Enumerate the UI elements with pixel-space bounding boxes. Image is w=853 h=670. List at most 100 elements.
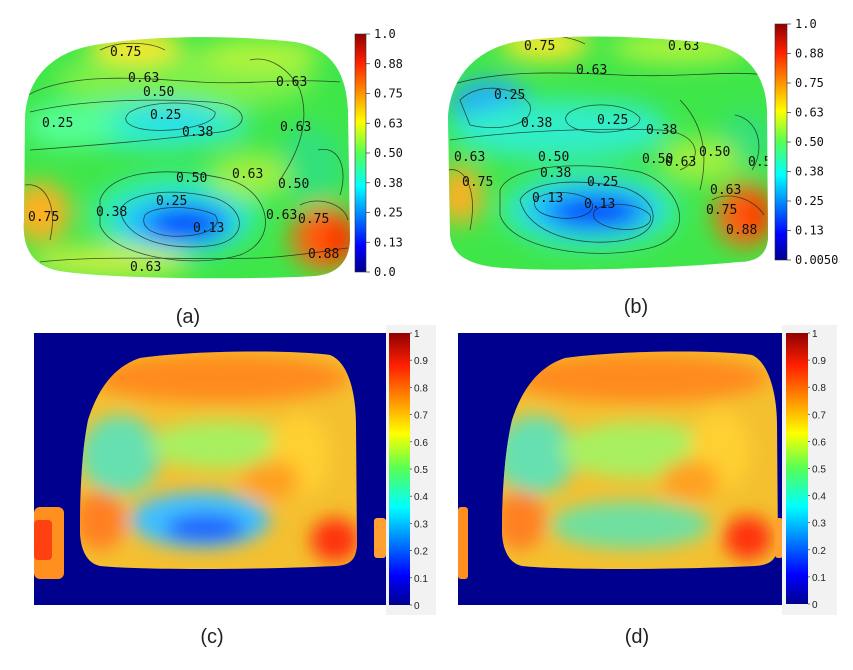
contour-label: 0.63	[232, 167, 263, 182]
contour-label: 0.5	[748, 155, 771, 170]
panel-a: 0.75 0.63 0.50 0.63 0.25 0.25 0.38 0.63 …	[23, 27, 403, 328]
colorbar-tick-label: 0.50	[374, 146, 403, 160]
colorbar-a: 1.0 0.88 0.75 0.63 0.50 0.38 0.25 0.13 0.0	[354, 27, 403, 279]
contour-label: 0.75	[524, 39, 555, 54]
colorbar-tick-label: 0.8	[812, 383, 826, 394]
contour-label: 0.75	[298, 212, 329, 227]
contour-label: 0.25	[587, 175, 618, 190]
contour-label: 0.25	[597, 113, 628, 128]
contour-label: 0.88	[308, 247, 339, 262]
colorbar-tick-label: 0.7	[812, 410, 826, 421]
contour-label: 0.75	[28, 210, 59, 225]
colorbar-tick-label: 0.88	[795, 47, 824, 61]
colorbar-tick-label: 0.88	[374, 57, 403, 71]
heatmap-c	[80, 351, 357, 569]
colorbar-b: 1.0 0.88 0.75 0.63 0.50 0.38 0.25 0.13 0.0050	[774, 17, 838, 267]
contour-label: 0.50	[143, 85, 174, 100]
contour-label: 0.13	[193, 221, 224, 236]
contour-label: 0.25	[494, 88, 525, 103]
panel-c: 1 0.9 0.8 0.7 0.6 0.5 0.4 0.3 0.2 0.1 0 (c)	[34, 325, 436, 648]
contour-label: 0.13	[584, 197, 615, 212]
contour-label: 0.63	[280, 120, 311, 135]
colorbar-c: 1 0.9 0.8 0.7 0.6 0.5 0.4 0.3 0.2 0.1 0	[389, 329, 428, 612]
heatmap-d	[502, 351, 778, 569]
colorbar-tick-label: 0.38	[374, 176, 403, 190]
contour-label: 0.75	[110, 45, 141, 60]
contour-label: 0.25	[156, 194, 187, 209]
contour-label: 0.25	[150, 108, 181, 123]
colorbar-tick-label: 0.3	[414, 519, 428, 530]
contour-label: 0.50	[278, 177, 309, 192]
colorbar-tick-label: 0	[414, 601, 420, 612]
colorbar-tick-label: 0.50	[795, 135, 824, 149]
colorbar-tick-label: 0.4	[414, 492, 428, 503]
colorbar-tick-label: 0.2	[812, 546, 826, 557]
contour-label: 0.38	[540, 166, 571, 181]
colorbar-tick-label: 0.25	[374, 206, 403, 220]
edge-blobs-c	[34, 507, 386, 579]
colorbar-tick-label: 0.63	[374, 116, 403, 130]
contour-label: 0.38	[96, 205, 127, 220]
contour-label: 0.63	[130, 260, 161, 275]
colorbar-tick-label: 0.13	[795, 224, 824, 238]
contour-label: 0.88	[726, 223, 757, 238]
colorbar-tick-label: 0.2	[414, 547, 428, 558]
contour-label: 0.75	[706, 203, 737, 218]
contour-label: 0.63	[266, 208, 297, 223]
contour-label: 0.50	[699, 145, 730, 160]
colorbar-tick-label: 0.3	[812, 519, 826, 530]
colorbar-tick-label: 0.7	[414, 411, 428, 422]
contour-label: 0.50	[642, 152, 673, 167]
contour-label: 0.63	[665, 155, 696, 170]
colorbar-tick-label: 0.6	[812, 437, 826, 448]
contour-label: 0.13	[532, 191, 563, 206]
colorbar-tick-label: 0.8	[414, 383, 428, 394]
colorbar-tick-label: 0.5	[414, 465, 428, 476]
panel-caption-d: (d)	[625, 626, 649, 648]
colorbar-tick-label: 0.0050	[795, 253, 838, 267]
colorbar-tick-label: 0.13	[374, 235, 403, 249]
colorbar-tick-label: 0.4	[812, 492, 826, 503]
contour-label: 0.63	[454, 150, 485, 165]
contour-labels-a: 0.75 0.63 0.50 0.63 0.25 0.25 0.38 0.63 …	[28, 45, 339, 275]
colorbar-d: 1 0.9 0.8 0.7 0.6 0.5 0.4 0.3 0.2 0.1 0	[786, 329, 826, 611]
contour-label: 0.38	[521, 116, 552, 131]
edge-blobs-d	[458, 507, 783, 579]
colorbar-tick-label: 1	[812, 329, 818, 340]
colorbar-tick-label: 1	[414, 329, 420, 340]
contour-label: 0.63	[276, 75, 307, 90]
contour-label: 0.25	[42, 116, 73, 131]
colorbar-tick-label: 0.0	[374, 265, 396, 279]
contour-map-b: 0.75 0.63 0.63 0.25 0.38 0.25 0.38 0.63 …	[448, 36, 771, 270]
colorbar-tick-label: 0.75	[374, 87, 403, 101]
panel-d: 1 0.9 0.8 0.7 0.6 0.5 0.4 0.3 0.2 0.1 0 (d)	[458, 325, 837, 648]
colorbar-tick-label: 1.0	[374, 27, 396, 41]
contour-label: 0.63	[128, 71, 159, 86]
colorbar-tick-label: 0.75	[795, 76, 824, 90]
colorbar-tick-label: 0.9	[414, 356, 428, 367]
panel-b: 0.75 0.63 0.63 0.25 0.38 0.25 0.38 0.63 …	[448, 17, 838, 318]
colorbar-tick-label: 0.1	[812, 573, 826, 584]
panel-caption-a: (a)	[176, 306, 200, 328]
contour-label: 0.63	[576, 63, 607, 78]
colorbar-tick-label: 0.1	[414, 574, 428, 585]
colorbar-tick-label: 0.6	[414, 438, 428, 449]
contour-label: 0.50	[538, 150, 569, 165]
colorbar-tick-label: 0.25	[795, 194, 824, 208]
colorbar-tick-label: 0	[812, 600, 818, 611]
contour-map-a: 0.75 0.63 0.50 0.63 0.25 0.25 0.38 0.63 …	[23, 37, 351, 279]
colorbar-tick-label: 0.63	[795, 106, 824, 120]
panel-caption-c: (c)	[200, 626, 223, 648]
panel-caption-b: (b)	[624, 296, 648, 318]
contour-label: 0.63	[710, 183, 741, 198]
colorbar-tick-label: 0.9	[812, 356, 826, 367]
contour-label: 0.50	[176, 171, 207, 186]
contour-label: 0.63	[668, 39, 699, 54]
contour-label: 0.38	[646, 123, 677, 138]
contour-label: 0.38	[182, 125, 213, 140]
colorbar-tick-label: 0.38	[795, 165, 824, 179]
colorbar-tick-label: 0.5	[812, 465, 826, 476]
contour-label: 0.75	[462, 175, 493, 190]
colorbar-tick-label: 1.0	[795, 17, 817, 31]
